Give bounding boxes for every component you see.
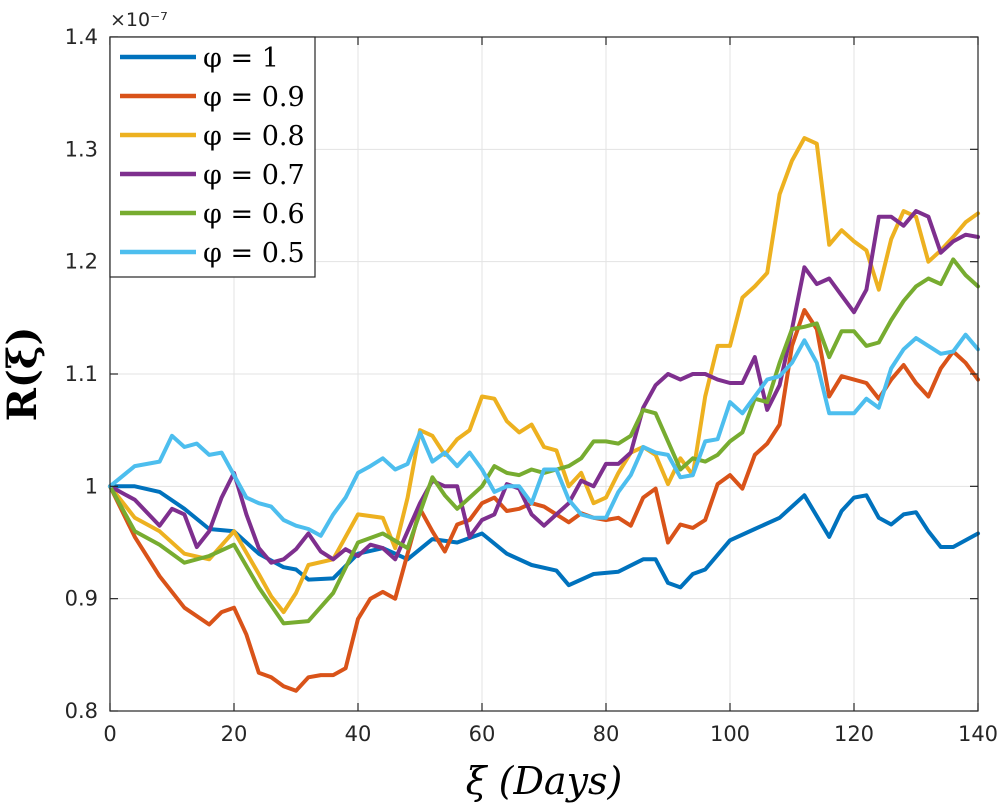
series-line-6 [108,332,980,538]
x-tick-label: 20 [221,722,248,746]
legend-box [109,36,316,278]
y-axis-label: R(ξ) [0,327,46,422]
legend-label-1: φ = 1 [203,43,279,74]
x-tick-label: 40 [345,722,372,746]
legend-label-3: φ = 0.8 [203,121,305,152]
series-line-2 [108,308,980,693]
y-tick-label: 0.9 [65,587,98,611]
x-tick-label: 120 [834,722,874,746]
legend: φ = 1 φ = 0.9 φ = 0.8 φ = 0.7 φ = 0.6 φ = 0.5 [109,36,316,278]
series-line-1 [108,484,980,590]
y-exponent-label: ×10⁻⁷ [110,9,168,31]
series-line-4 [108,209,980,565]
y-tick-label: 1.2 [65,250,98,274]
x-tick-label: 0 [103,722,116,746]
y-tick-label: 1.3 [65,137,98,161]
series-lines [108,136,980,693]
x-tick-label: 100 [710,722,750,746]
series-line-5 [108,257,980,626]
x-tick-label: 140 [958,722,998,746]
legend-label-4: φ = 0.7 [203,160,305,191]
y-tick-label: 1 [85,474,98,498]
legend-label-6: φ = 0.5 [203,238,305,269]
grid-lines [110,37,978,711]
y-tick-label: 1.4 [65,25,98,49]
x-tick-label: 60 [469,722,496,746]
series-line-3 [108,136,980,615]
y-tick-label: 1.1 [65,362,98,386]
legend-label-5: φ = 0.6 [203,199,305,230]
x-axis-label: ξ (Days) [466,759,623,803]
legend-label-2: φ = 0.9 [203,82,305,113]
axis-ticks: 0 20 40 60 80 100 120 140 0.8 0.9 1 1.1 1.2 1.3 1.4 [65,25,998,746]
x-tick-label: 80 [593,722,620,746]
y-tick-label: 0.8 [65,699,98,723]
